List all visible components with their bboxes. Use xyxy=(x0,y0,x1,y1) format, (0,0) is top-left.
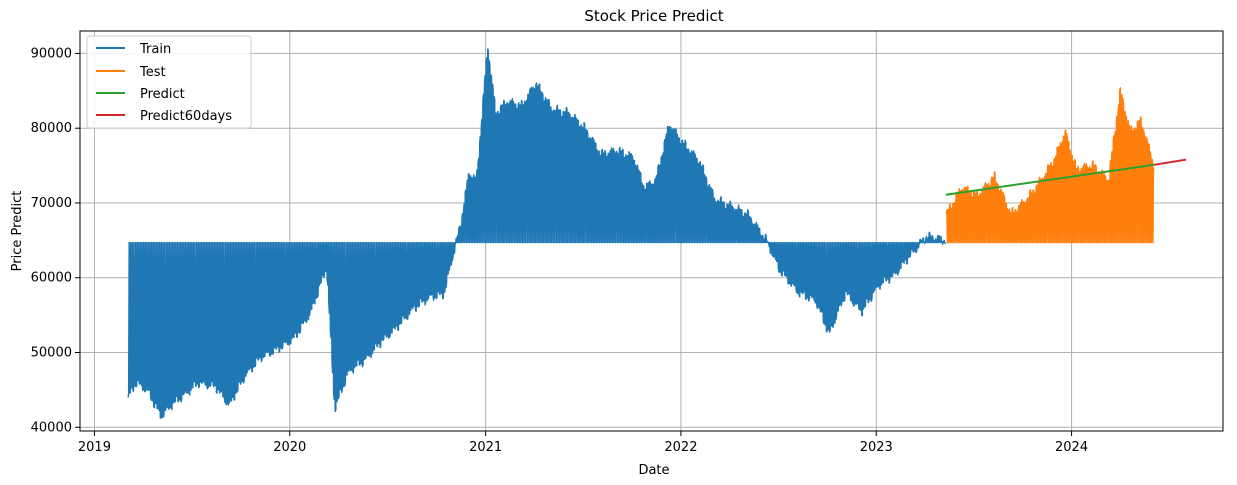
test-series-line xyxy=(945,87,1155,244)
y-tick-label: 40000 xyxy=(31,420,72,435)
y-tick-label: 80000 xyxy=(31,121,72,136)
predict-series-line xyxy=(945,163,1155,196)
x-tick-label: 2019 xyxy=(78,440,111,455)
chart-title: Stock Price Predict xyxy=(584,7,723,25)
axis-ticks: 2019 2020 2021 2022 2023 2024 40000 50000 60000 7… xyxy=(31,46,1088,455)
legend-box xyxy=(86,35,252,129)
y-tick-label: 70000 xyxy=(31,196,72,211)
legend-label-test: Test xyxy=(139,65,166,80)
y-axis-label: Price Predict xyxy=(10,191,25,272)
train-series-line xyxy=(127,48,947,419)
legend: Train Test Predict Predict60days xyxy=(86,35,252,129)
y-tick-label: 50000 xyxy=(31,345,72,360)
x-tick-label: 2021 xyxy=(469,440,502,455)
x-tick-label: 2022 xyxy=(664,440,697,455)
plot-series xyxy=(127,48,1187,419)
legend-label-train: Train xyxy=(139,42,171,57)
predict60days-series-line xyxy=(1153,158,1187,166)
legend-label-predict60days: Predict60days xyxy=(140,109,232,124)
plot-frame xyxy=(79,30,1224,432)
y-tick-label: 90000 xyxy=(31,46,72,61)
x-tick-label: 2020 xyxy=(273,440,306,455)
x-tick-label: 2023 xyxy=(860,440,893,455)
x-tick-label: 2024 xyxy=(1055,440,1088,455)
x-axis-label: Date xyxy=(638,463,669,478)
y-tick-label: 60000 xyxy=(31,271,72,286)
legend-label-predict: Predict xyxy=(140,87,185,102)
